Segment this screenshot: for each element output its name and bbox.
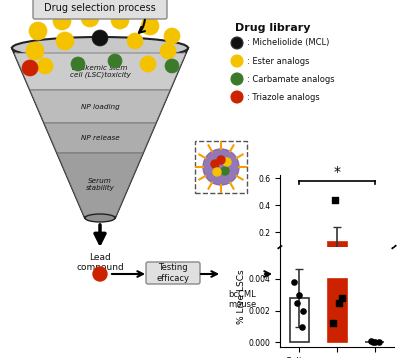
Circle shape [127,33,143,49]
Point [300,308,306,314]
Circle shape [26,42,44,60]
FancyBboxPatch shape [146,262,200,284]
Circle shape [231,73,243,85]
Point [291,279,298,285]
Text: NP loading: NP loading [81,103,119,110]
Polygon shape [57,153,143,216]
Circle shape [37,58,53,74]
Circle shape [141,17,159,35]
Ellipse shape [85,214,115,222]
Point [299,324,305,329]
Text: *: * [334,165,340,179]
Text: : Micheliolide (MCL): : Micheliolide (MCL) [247,39,329,48]
Circle shape [81,9,99,27]
FancyBboxPatch shape [33,0,167,19]
Point [368,338,374,344]
Text: Lead
compound: Lead compound [76,253,124,272]
Bar [366,342,384,343]
FancyBboxPatch shape [195,141,247,193]
Circle shape [213,168,221,176]
Text: Drug library: Drug library [235,23,310,33]
Point [338,295,345,301]
Circle shape [164,28,180,44]
Text: Testing
efficacy: Testing efficacy [156,263,190,283]
Point [337,256,343,262]
Circle shape [211,160,219,168]
Text: : Triazole analogs: : Triazole analogs [247,92,320,102]
Circle shape [231,91,243,103]
Circle shape [203,149,239,185]
Text: bcCML
mouse: bcCML mouse [228,290,256,309]
Circle shape [160,43,176,59]
Text: NP release: NP release [81,135,119,141]
Point [330,320,336,326]
Polygon shape [12,48,188,218]
Text: : Carbamate analogs: : Carbamate analogs [247,74,335,83]
Bar [290,298,308,343]
Circle shape [231,37,243,49]
Text: : Ester analogs: : Ester analogs [247,57,310,66]
Polygon shape [14,53,186,90]
Circle shape [108,54,122,68]
Text: Drug selection process: Drug selection process [44,3,156,13]
Circle shape [111,11,129,29]
Point [332,197,338,203]
Point [336,300,342,306]
Circle shape [165,59,179,73]
Circle shape [140,56,156,72]
Circle shape [56,32,74,50]
Ellipse shape [12,37,188,59]
Point [294,300,300,306]
Circle shape [223,158,231,166]
Polygon shape [30,90,170,123]
Circle shape [221,167,229,175]
Text: Serum
stability: Serum stability [86,178,114,191]
Y-axis label: % Live LSCs: % Live LSCs [237,270,246,324]
Bar [328,242,346,259]
Point [370,339,376,345]
Circle shape [231,55,243,67]
Circle shape [93,267,107,281]
Text: Leukemic stem
cell (LSC)toxicity: Leukemic stem cell (LSC)toxicity [70,65,130,78]
Circle shape [71,57,85,71]
Point [296,292,302,297]
Point [376,339,382,345]
Point [372,339,378,344]
Polygon shape [44,123,156,153]
Circle shape [217,156,225,164]
Circle shape [92,30,108,46]
Circle shape [22,60,38,76]
Circle shape [29,22,47,40]
Bar [328,279,346,343]
Circle shape [53,12,71,30]
